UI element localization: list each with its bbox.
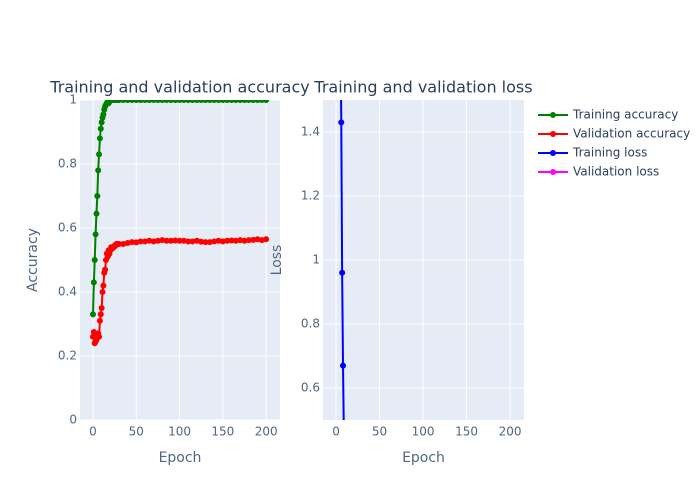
y-tick-label: 0.2 xyxy=(58,349,77,363)
data-point xyxy=(128,239,135,246)
data-point xyxy=(137,238,144,245)
y-tick-label: 1 xyxy=(69,93,77,107)
x-tick-label: 150 xyxy=(211,425,234,439)
legend-label: Training loss xyxy=(572,146,647,160)
data-point xyxy=(93,210,100,217)
x-axis-title: Epoch xyxy=(402,450,445,466)
data-point xyxy=(263,236,270,243)
data-point xyxy=(339,269,346,276)
y-tick-label: 1.4 xyxy=(301,125,320,139)
y-axis-title: Loss xyxy=(269,245,285,276)
data-point xyxy=(224,237,231,244)
legend-marker xyxy=(550,112,556,118)
data-point xyxy=(102,266,109,273)
legend-label: Validation loss xyxy=(573,165,659,179)
legend-marker xyxy=(550,131,556,137)
data-point xyxy=(340,362,347,369)
y-tick-label: 1 xyxy=(312,253,320,267)
data-point xyxy=(202,239,209,246)
x-tick-label: 200 xyxy=(255,425,278,439)
y-tick-label: 0.6 xyxy=(58,221,77,235)
data-point xyxy=(96,151,103,158)
data-point xyxy=(245,237,252,244)
data-point xyxy=(89,311,96,318)
data-point xyxy=(172,237,179,244)
data-point xyxy=(92,231,99,238)
data-point xyxy=(337,1,343,7)
data-point xyxy=(90,279,97,286)
x-tick-label: 150 xyxy=(455,425,478,439)
x-tick-label: 50 xyxy=(129,425,144,439)
subplot-title: Training and validation loss xyxy=(313,78,532,97)
data-point xyxy=(263,100,270,103)
x-tick-label: 200 xyxy=(499,425,522,439)
data-point xyxy=(198,238,205,245)
y-tick-label: 0.8 xyxy=(58,157,77,171)
data-point xyxy=(96,317,103,324)
x-tick-label: 100 xyxy=(412,425,435,439)
data-point xyxy=(100,282,107,289)
plot-area xyxy=(89,100,270,347)
y-tick-label: 0 xyxy=(69,413,77,427)
data-point xyxy=(185,238,192,245)
data-point xyxy=(176,237,183,244)
x-tick-label: 0 xyxy=(332,425,340,439)
data-point xyxy=(98,305,105,311)
y-tick-label: 0.8 xyxy=(301,317,320,331)
data-point xyxy=(341,433,347,439)
subplot-title: Training and validation accuracy xyxy=(49,78,309,97)
legend-label: Validation accuracy xyxy=(573,127,690,141)
data-point xyxy=(97,125,104,132)
x-tick-label: 100 xyxy=(168,425,191,439)
data-point xyxy=(163,237,170,244)
y-tick-label: 0.6 xyxy=(301,381,320,395)
data-point xyxy=(98,119,105,126)
data-point xyxy=(94,193,101,199)
data-point xyxy=(91,257,98,263)
y-tick-label: 0.4 xyxy=(58,285,77,299)
data-point xyxy=(338,119,345,126)
data-point xyxy=(95,167,102,174)
legend-label: Training accuracy xyxy=(572,108,678,122)
data-point xyxy=(97,311,104,318)
plot-area xyxy=(337,1,348,481)
data-point xyxy=(167,237,174,244)
x-tick-label: 50 xyxy=(372,425,387,439)
legend-marker xyxy=(550,150,556,156)
data-point xyxy=(96,333,103,340)
data-point xyxy=(342,475,348,481)
x-tick-label: 0 xyxy=(89,425,97,439)
data-point xyxy=(115,241,122,247)
data-point xyxy=(99,289,106,295)
x-axis-title: Epoch xyxy=(159,450,202,466)
data-point xyxy=(96,135,103,142)
y-axis-title: Accuracy xyxy=(25,228,41,292)
data-point xyxy=(228,237,235,244)
data-point xyxy=(100,111,107,118)
y-tick-label: 1.2 xyxy=(301,189,320,203)
legend-marker xyxy=(550,169,556,175)
